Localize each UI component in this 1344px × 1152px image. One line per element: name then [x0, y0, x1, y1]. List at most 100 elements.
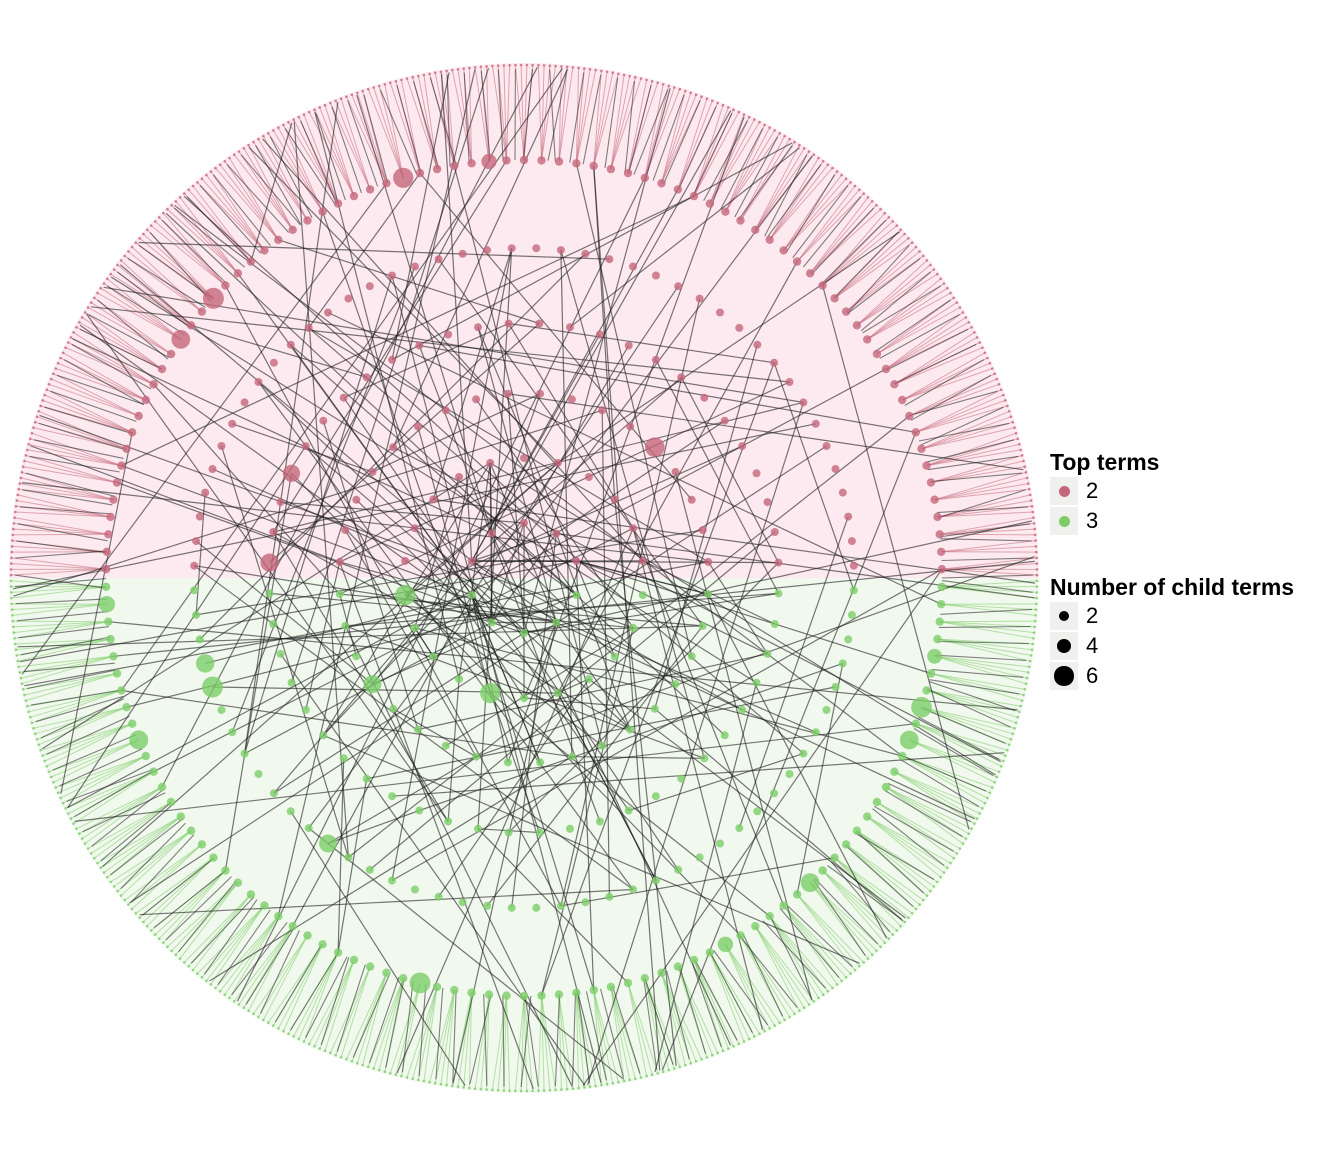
spoke-edge: [820, 219, 887, 285]
leaf-node: [899, 924, 902, 928]
cross-edge: [129, 445, 827, 904]
leaf-node: [716, 1051, 719, 1055]
leaf-edge: [11, 563, 107, 570]
leaf-edge: [474, 67, 490, 162]
term-node: [917, 444, 926, 453]
leaf-edge: [31, 432, 122, 467]
term-node: [626, 422, 635, 431]
leaf-node: [565, 65, 569, 69]
leaf-node: [99, 866, 102, 870]
leaf-node: [732, 1045, 735, 1048]
cross-edge: [41, 462, 491, 750]
spoke-edge: [624, 81, 636, 173]
spoke-edge: [917, 716, 1000, 760]
leaf-node: [80, 316, 84, 319]
term-node: [640, 173, 649, 182]
leaf-edge: [610, 74, 625, 170]
leaf-node: [130, 907, 134, 911]
leaf-edge: [845, 246, 917, 312]
term-node: [792, 257, 802, 266]
leaf-edge: [915, 405, 1008, 433]
term-node: [872, 797, 882, 807]
leaf-edge: [930, 673, 1025, 690]
spoke-edge: [44, 406, 132, 434]
leaf-edge: [384, 84, 404, 178]
leaf-edge: [179, 882, 239, 959]
leaf-node: [411, 1077, 415, 1081]
term-node: [770, 620, 779, 628]
leaf-edge: [103, 816, 182, 873]
leaf-edge: [661, 90, 686, 184]
leaf-edge: [238, 925, 294, 1005]
leaf-node: [109, 272, 112, 276]
leaf-edge: [926, 432, 1017, 467]
leaf-node: [617, 1080, 620, 1084]
term-node: [519, 155, 529, 165]
leaf-node: [78, 321, 81, 324]
leaf-node: [727, 1047, 730, 1050]
leaf-edge: [335, 100, 371, 190]
leaf-edge: [12, 620, 109, 623]
spoke-edge: [22, 489, 113, 506]
leaf-edge: [754, 144, 800, 231]
term-node: [233, 878, 243, 887]
leaf-edge: [60, 357, 147, 401]
cross-edge: [273, 627, 416, 794]
spoke-edge: [379, 89, 418, 175]
leaf-edge: [44, 394, 133, 433]
leaf-node: [196, 972, 199, 975]
leaf-edge: [10, 568, 107, 576]
term-node: [352, 652, 361, 661]
leaf-edge: [308, 111, 355, 197]
leaf-node: [970, 326, 973, 329]
cross-edge: [773, 362, 855, 591]
leaf-edge: [192, 894, 252, 971]
cross-edge: [438, 258, 704, 627]
leaf-node: [588, 1085, 592, 1088]
cross-edge: [404, 445, 743, 596]
leaf-node: [361, 89, 365, 93]
leaf-edge: [324, 959, 355, 1051]
term-node: [157, 782, 167, 792]
leaf-node: [694, 93, 698, 96]
term-node: [651, 792, 660, 801]
leaf-edge: [939, 621, 1034, 639]
term-node: [265, 589, 274, 598]
leaf-edge: [27, 449, 122, 467]
term-node: [149, 767, 158, 776]
leaf-node: [826, 990, 830, 993]
leaf-edge: [150, 225, 226, 286]
leaf-edge: [822, 870, 898, 931]
cross-edge: [418, 345, 601, 822]
leaf-node: [650, 1073, 654, 1076]
leaf-edge: [783, 905, 851, 974]
term-node: [467, 557, 476, 565]
term-node: [852, 321, 862, 330]
term-node: [520, 454, 528, 462]
leaf-node: [508, 1089, 511, 1093]
term-node: [606, 164, 616, 174]
leaf-node: [753, 1035, 756, 1038]
leaf-node: [19, 676, 23, 680]
term-node: [106, 634, 115, 644]
leaf-edge: [97, 816, 182, 864]
leaf-edge: [55, 368, 146, 401]
leaf-edge: [724, 944, 776, 1026]
term-node: [520, 519, 528, 527]
cross-edge: [477, 326, 616, 657]
spoke-edge: [385, 978, 405, 1069]
term-node: [704, 557, 713, 566]
cross-edge: [372, 594, 577, 685]
leaf-edge: [30, 438, 122, 467]
term-node: [117, 461, 126, 470]
leaf-node: [64, 807, 67, 810]
spoke-edge: [663, 100, 701, 185]
leaf-node: [952, 296, 955, 300]
term-node: [770, 789, 779, 798]
leaf-edge: [201, 905, 265, 978]
leaf-node: [37, 743, 41, 746]
term-node: [805, 269, 815, 278]
term-node: [629, 262, 637, 271]
leaf-node: [334, 1053, 338, 1057]
cross-edge: [405, 594, 492, 624]
